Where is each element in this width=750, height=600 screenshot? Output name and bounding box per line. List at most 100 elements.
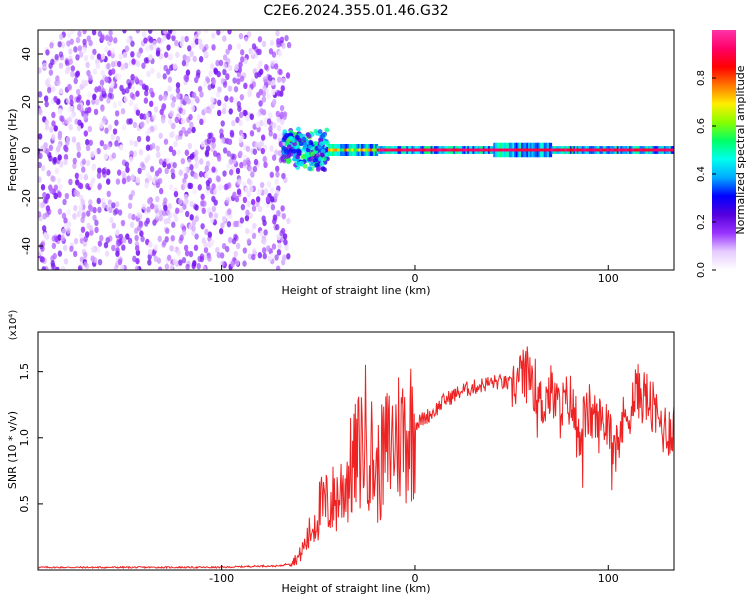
heatmap-cell <box>102 115 107 123</box>
heatmap-cell <box>211 195 216 203</box>
heatmap-cell <box>178 130 184 137</box>
heatmap-cell <box>224 95 229 102</box>
heatmap-cell <box>104 250 110 257</box>
heatmap-cell <box>50 58 55 66</box>
heatmap-cell <box>636 148 640 152</box>
heatmap-cell <box>404 148 408 152</box>
heatmap-cell <box>50 255 55 262</box>
heatmap-cell <box>60 115 65 123</box>
heatmap-cell <box>276 116 281 123</box>
heatmap-cell <box>92 48 97 56</box>
heatmap-cell <box>203 30 209 34</box>
heatmap-cell <box>232 77 237 84</box>
heatmap-cell <box>255 196 261 203</box>
heatmap-cell <box>271 88 276 96</box>
heatmap-cell <box>634 148 638 152</box>
heatmap-cell <box>606 148 610 152</box>
heatmap-cell <box>256 91 261 99</box>
heatmap-cell <box>238 32 244 40</box>
heatmap-cell <box>163 138 169 145</box>
colorbar-ticks: 0.0 0.2 0.4 0.6 0.8 <box>696 70 716 278</box>
heatmap-cell <box>182 54 187 61</box>
heatmap-cell <box>268 130 273 137</box>
heatmap-cell <box>140 121 145 128</box>
heatmap-cell <box>51 242 57 250</box>
heatmap-cell <box>168 53 174 60</box>
heatmap-cell <box>69 99 74 106</box>
heatmap-cell <box>453 148 457 152</box>
heatmap-cell <box>439 148 443 152</box>
heatmap-cell <box>236 178 241 186</box>
heatmap-cell <box>425 148 429 152</box>
heatmap-cell <box>183 172 189 180</box>
heatmap-cell <box>169 110 174 118</box>
heatmap-cell <box>610 148 615 152</box>
heatmap-cells <box>38 30 674 270</box>
heatmap-cell <box>82 38 87 46</box>
heatmap-cell <box>97 167 102 174</box>
heatmap-cell <box>46 208 52 215</box>
heatmap-cell <box>130 189 136 197</box>
heatmap-cell <box>302 163 308 169</box>
heatmap-cell <box>243 82 248 90</box>
heatmap-cell <box>228 158 234 165</box>
heatmap-cell <box>267 74 273 82</box>
heatmap-cell <box>163 197 168 204</box>
heatmap-cell <box>104 46 109 53</box>
heatmap-cell <box>223 183 228 191</box>
heatmap-cell <box>271 51 277 58</box>
heatmap-cell <box>66 227 71 234</box>
heatmap-cell <box>63 217 68 224</box>
heatmap-cell <box>216 109 222 117</box>
heatmap-cell <box>269 187 275 194</box>
heatmap-cell <box>247 87 252 94</box>
heatmap-cell <box>225 197 230 204</box>
heatmap-cell <box>638 148 643 152</box>
heatmap-cell <box>218 59 224 67</box>
heatmap-cell <box>576 148 580 152</box>
heatmap-cell <box>192 188 197 195</box>
heatmap-cell <box>228 169 234 176</box>
heatmap-cell <box>597 148 601 152</box>
heatmap-cell <box>260 134 266 141</box>
heatmap-cell <box>263 188 269 195</box>
heatmap-cell <box>144 89 149 97</box>
heatmap-cell <box>89 181 94 188</box>
heatmap-cell <box>546 148 550 152</box>
spectrogram-y-label: Frequency (Hz) <box>6 109 19 192</box>
heatmap-cell <box>65 97 71 104</box>
y-tick-label: 0.5 <box>18 495 31 513</box>
heatmap-cell <box>153 106 159 113</box>
heatmap-cell <box>69 94 74 102</box>
heatmap-cell <box>239 49 245 56</box>
heatmap-cell <box>168 118 173 125</box>
heatmap-cell <box>245 157 251 164</box>
heatmap-cell <box>147 197 152 205</box>
heatmap-cell <box>64 145 69 153</box>
heatmap-cell <box>300 154 306 160</box>
heatmap-cell <box>471 148 476 152</box>
heatmap-cell <box>274 178 279 186</box>
heatmap-cell <box>351 148 355 152</box>
heatmap-cell <box>128 156 134 163</box>
heatmap-cell <box>162 94 168 101</box>
heatmap-cell <box>627 148 631 152</box>
heatmap-cell <box>220 260 225 267</box>
heatmap-cell <box>227 208 232 216</box>
heatmap-cell <box>114 140 119 147</box>
heatmap-cell <box>246 200 251 208</box>
heatmap-cell <box>189 50 194 58</box>
heatmap-cell <box>446 148 450 152</box>
heatmap-cell <box>121 88 126 95</box>
heatmap-cell <box>149 125 155 132</box>
heatmap-cell <box>180 35 185 43</box>
heatmap-cell <box>213 67 218 74</box>
heatmap-cell <box>181 229 187 236</box>
heatmap-cell <box>45 193 51 200</box>
heatmap-cell <box>106 190 111 198</box>
heatmap-cell <box>220 120 225 127</box>
heatmap-cell <box>95 98 100 106</box>
heatmap-cell <box>280 227 286 235</box>
heatmap-cell <box>272 122 277 129</box>
x-tick-label: 0 <box>411 272 418 285</box>
